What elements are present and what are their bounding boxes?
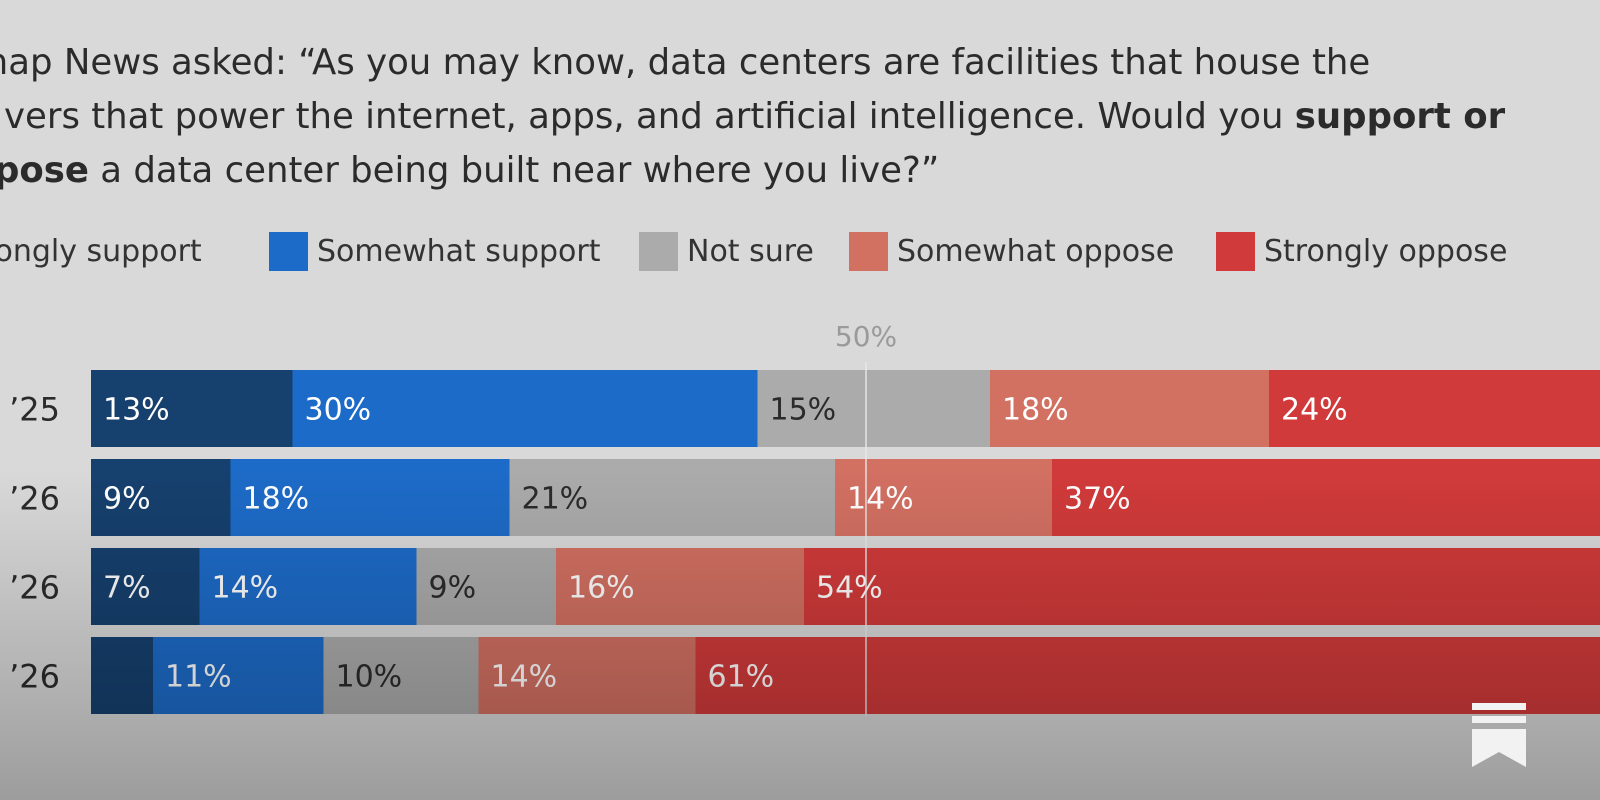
bar-somewhat-oppose-row-3	[556, 548, 804, 625]
bar-not-sure-row-3	[416, 548, 556, 625]
bar-label-strongly-oppose-row-1: 24%	[1281, 393, 1348, 428]
bar-label-not-sure-row-3: 9%	[429, 571, 477, 606]
question-line-1: atmap News asked: “As you may know, data…	[0, 42, 1371, 83]
bar-somewhat-support-row-1	[292, 370, 758, 447]
bookmark-icon[interactable]	[1470, 703, 1528, 767]
bar-strongly-support-row-1	[91, 370, 293, 447]
category-label-row-3: y ’26	[0, 569, 60, 607]
bar-somewhat-oppose-row-2	[835, 459, 1052, 536]
legend-label-strongly-support: Strongly support	[0, 233, 202, 269]
legend-label-somewhat-oppose: Somewhat oppose	[897, 233, 1175, 269]
reference-line-layer: 50%	[835, 320, 897, 716]
bars-layer	[91, 370, 1600, 714]
bar-label-somewhat-oppose-row-1: 18%	[1002, 393, 1069, 428]
question-line-2: vers that power the internet, apps, and …	[4, 90, 1558, 144]
bar-not-sure-row-2	[509, 459, 835, 536]
legend-item-strongly-oppose: Strongly oppose	[1216, 230, 1507, 272]
legend-swatch-strongly-oppose	[1216, 231, 1255, 271]
bar-not-sure-row-4	[323, 637, 479, 714]
bar-strongly-oppose-row-2	[1052, 459, 1600, 536]
bar-labels-layer: 13% 30% 15% 18% 24% 9% 18% 21% 14% 37% 7% 14% 9% 16% 5…	[103, 393, 1348, 695]
legend-item-not-sure: Not sure	[639, 230, 814, 272]
bar-label-not-sure-row-2: 21%	[522, 482, 589, 517]
question-line-2-text: vers that power the internet, apps, and …	[4, 96, 1295, 137]
legend-label-somewhat-support: Somewhat support	[317, 233, 601, 269]
bar-label-strongly-oppose-row-2: 37%	[1064, 482, 1131, 517]
midline-label: 50%	[835, 320, 897, 353]
bar-label-somewhat-support-row-4: 11%	[165, 660, 232, 695]
category-label-row-2: ’26	[9, 480, 60, 518]
bar-strongly-oppose-row-4	[695, 637, 1600, 714]
category-label-row-1: ’25	[9, 391, 60, 429]
question-line-2-bold: support or	[1294, 96, 1506, 137]
bar-strongly-support-row-2	[91, 459, 231, 536]
legend-swatch-somewhat-oppose	[849, 231, 888, 271]
bar-somewhat-support-row-3	[199, 548, 417, 625]
bar-label-strongly-oppose-row-4: 61%	[708, 660, 775, 695]
bar-label-somewhat-oppose-row-3: 16%	[568, 571, 635, 606]
survey-question: atmap News asked: “As you may know, data…	[0, 36, 1558, 198]
legend-item-strongly-support: Strongly support	[0, 230, 202, 272]
legend-item-somewhat-oppose: Somewhat oppose	[849, 230, 1174, 272]
bar-not-sure-row-1	[757, 370, 990, 447]
legend-swatch-somewhat-support	[269, 231, 308, 271]
bar-label-strongly-support-row-3: 7%	[103, 571, 151, 606]
legend-swatch-not-sure	[639, 231, 678, 271]
bar-strongly-support-row-4	[91, 637, 153, 714]
bar-strongly-support-row-3	[91, 548, 200, 625]
bar-strongly-oppose-row-3	[804, 548, 1600, 625]
legend-item-somewhat-support: Somewhat support	[269, 230, 601, 272]
legend-label-not-sure: Not sure	[687, 233, 814, 269]
bar-label-not-sure-row-1: 15%	[770, 393, 837, 428]
bar-label-strongly-oppose-row-3: 54%	[816, 571, 883, 606]
bar-label-strongly-support-row-1: 13%	[103, 393, 170, 428]
bar-label-somewhat-support-row-2: 18%	[243, 482, 310, 517]
bar-somewhat-oppose-row-4	[478, 637, 696, 714]
bar-strongly-oppose-row-1	[1269, 370, 1600, 447]
legend-label-strongly-oppose: Strongly oppose	[1264, 233, 1508, 269]
bar-somewhat-oppose-row-1	[990, 370, 1269, 447]
bar-label-somewhat-support-row-1: 30%	[305, 393, 372, 428]
bar-somewhat-support-row-2	[230, 459, 510, 536]
bar-somewhat-support-row-4	[153, 637, 324, 714]
category-labels-layer: ’25 ’26 y ’26 ’26	[0, 391, 60, 696]
bar-label-somewhat-oppose-row-2: 14%	[847, 482, 914, 517]
bar-label-not-sure-row-4: 10%	[336, 660, 403, 695]
bar-label-strongly-support-row-2: 9%	[103, 482, 151, 517]
question-line-3-text: a data center being built near where you…	[89, 150, 940, 191]
question-line-3-bold: pose	[0, 150, 90, 191]
bar-label-somewhat-support-row-3: 14%	[212, 571, 279, 606]
question-line-3: pose a data center being built near wher…	[0, 144, 1558, 198]
bar-label-somewhat-oppose-row-4: 14%	[491, 660, 558, 695]
category-label-row-4: ’26	[9, 658, 60, 696]
